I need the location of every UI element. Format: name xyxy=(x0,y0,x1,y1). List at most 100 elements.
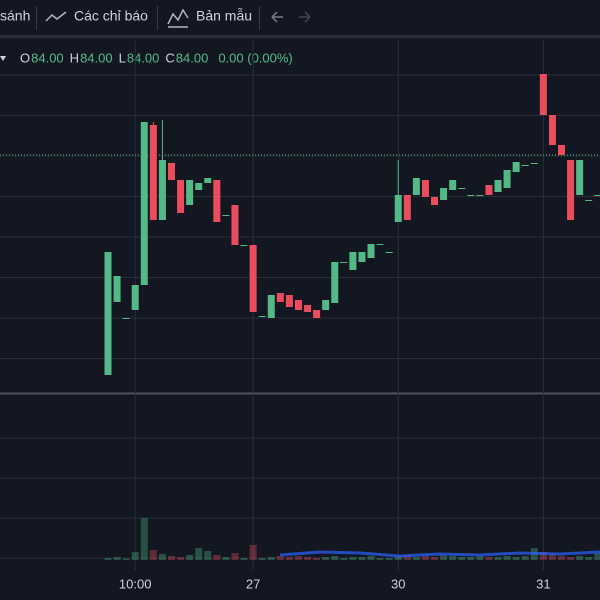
volume-bar xyxy=(458,557,466,560)
candle-body xyxy=(376,244,384,245)
candle-body xyxy=(385,252,393,253)
candle-body xyxy=(539,74,547,115)
candle-body xyxy=(204,178,212,183)
candle-body xyxy=(403,195,411,220)
volume-bar xyxy=(231,553,239,560)
candle-body xyxy=(585,200,593,201)
volume-bar xyxy=(558,556,565,560)
volume-bar xyxy=(158,554,166,560)
volume-bar xyxy=(294,556,302,560)
templates-button[interactable]: Bản mẫu xyxy=(196,8,252,24)
volume-bar xyxy=(213,555,221,560)
candle-body xyxy=(521,165,529,166)
volume-bar xyxy=(313,558,321,560)
volume-bar xyxy=(177,557,185,560)
volume-bar xyxy=(512,557,520,560)
volume-bar xyxy=(104,558,112,560)
candle-body xyxy=(594,195,600,196)
volume-bar xyxy=(412,557,420,560)
candle-body xyxy=(267,295,275,318)
candle-body xyxy=(530,163,538,164)
volume-bar xyxy=(358,557,366,560)
candle-body xyxy=(476,195,484,196)
candle-body xyxy=(104,252,112,375)
legend-key: H xyxy=(70,50,79,65)
candle-body xyxy=(567,160,575,220)
volume-bar xyxy=(376,558,384,560)
volume-bar xyxy=(539,552,547,560)
candle-body xyxy=(258,316,266,317)
x-tick-label: 30 xyxy=(391,576,405,591)
candle-body xyxy=(458,188,466,189)
volume-bar xyxy=(240,558,248,560)
volume-bar xyxy=(331,556,339,560)
legend-value: 84.00 xyxy=(127,50,160,65)
candle-body xyxy=(503,170,511,188)
volume-bar xyxy=(113,557,121,560)
undo-button[interactable] xyxy=(271,11,283,23)
legend-value: 84.00 xyxy=(176,50,209,65)
volume-bar xyxy=(140,518,148,560)
indicators-button[interactable]: Các chỉ báo xyxy=(74,8,148,24)
candle-body xyxy=(576,160,584,195)
legend-value: 84.00 xyxy=(80,50,113,65)
volume-bar xyxy=(421,556,429,560)
volume-bar xyxy=(122,558,130,560)
redo-button[interactable] xyxy=(299,11,311,23)
candle-body xyxy=(313,310,321,318)
volume-bar xyxy=(349,557,357,560)
candle-body xyxy=(177,180,185,213)
volume-bar xyxy=(394,556,402,560)
volume-bar xyxy=(167,556,175,560)
x-tick-label: 10:00 xyxy=(119,576,152,591)
candle-body xyxy=(140,122,148,285)
candle-body xyxy=(285,295,293,307)
legend-change: 0.00 (0.00%) xyxy=(218,50,292,65)
volume-bar xyxy=(576,556,584,560)
candle-body xyxy=(158,160,166,220)
legend-key: C xyxy=(165,50,174,65)
candle-body xyxy=(122,318,130,319)
legend-arrow[interactable] xyxy=(0,56,6,61)
volume-bar xyxy=(340,558,348,560)
volume-bar xyxy=(494,557,502,560)
candle-body xyxy=(167,163,175,180)
volume-ma xyxy=(279,550,600,558)
candle-body xyxy=(512,162,520,172)
candle-body xyxy=(322,300,330,310)
volume-bar xyxy=(285,557,293,560)
volume-bar xyxy=(440,555,448,560)
template-icon[interactable] xyxy=(167,8,189,28)
candle-body xyxy=(449,180,457,190)
candle-body xyxy=(558,145,565,155)
volume-bar xyxy=(467,557,475,560)
volume-bar xyxy=(204,551,212,560)
legend: O 84.00 H 84.00 L 84.00 C 84.00 0.00 (0.00%) xyxy=(20,50,293,65)
candle-body xyxy=(431,197,439,205)
candle-body xyxy=(440,188,448,200)
volume-bar xyxy=(367,556,375,560)
volume-bar xyxy=(131,552,139,560)
candle-body xyxy=(394,195,402,222)
compare-button[interactable]: sánh xyxy=(0,8,30,24)
candle-body xyxy=(149,125,157,220)
indicator-icon[interactable] xyxy=(45,11,67,22)
volume-bar xyxy=(258,558,266,560)
candle-body xyxy=(340,262,348,263)
legend-key: O xyxy=(20,50,30,65)
volume-bar xyxy=(304,557,312,560)
legend-value: 84.00 xyxy=(31,50,64,65)
volume-bar xyxy=(567,557,575,560)
toolbar xyxy=(0,0,600,36)
volume-bar xyxy=(585,557,593,560)
volume-bar xyxy=(222,557,230,560)
candle-body xyxy=(222,215,230,216)
candle-body xyxy=(294,300,302,310)
x-tick-label: 27 xyxy=(246,576,260,591)
candle-body xyxy=(186,180,194,205)
candle-body xyxy=(231,205,239,245)
candle-body xyxy=(113,276,121,302)
candle-body xyxy=(467,195,475,196)
candle-body xyxy=(485,185,493,195)
